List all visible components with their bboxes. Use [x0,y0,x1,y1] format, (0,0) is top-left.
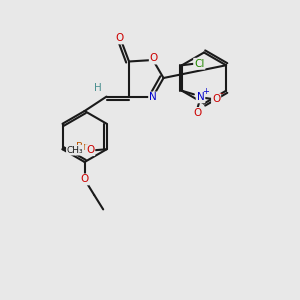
Text: N: N [196,92,204,102]
Text: Cl: Cl [194,59,205,69]
Text: +: + [202,87,209,96]
Text: O: O [80,174,89,184]
Text: O: O [194,108,202,118]
Text: Br: Br [76,142,88,152]
Text: CH₃: CH₃ [67,146,83,155]
Text: O: O [150,53,158,64]
Text: O: O [116,33,124,43]
Text: N: N [149,92,157,103]
Text: O: O [212,94,220,104]
Text: ⁻: ⁻ [219,91,224,101]
Text: H: H [94,83,102,93]
Text: O: O [86,145,94,155]
